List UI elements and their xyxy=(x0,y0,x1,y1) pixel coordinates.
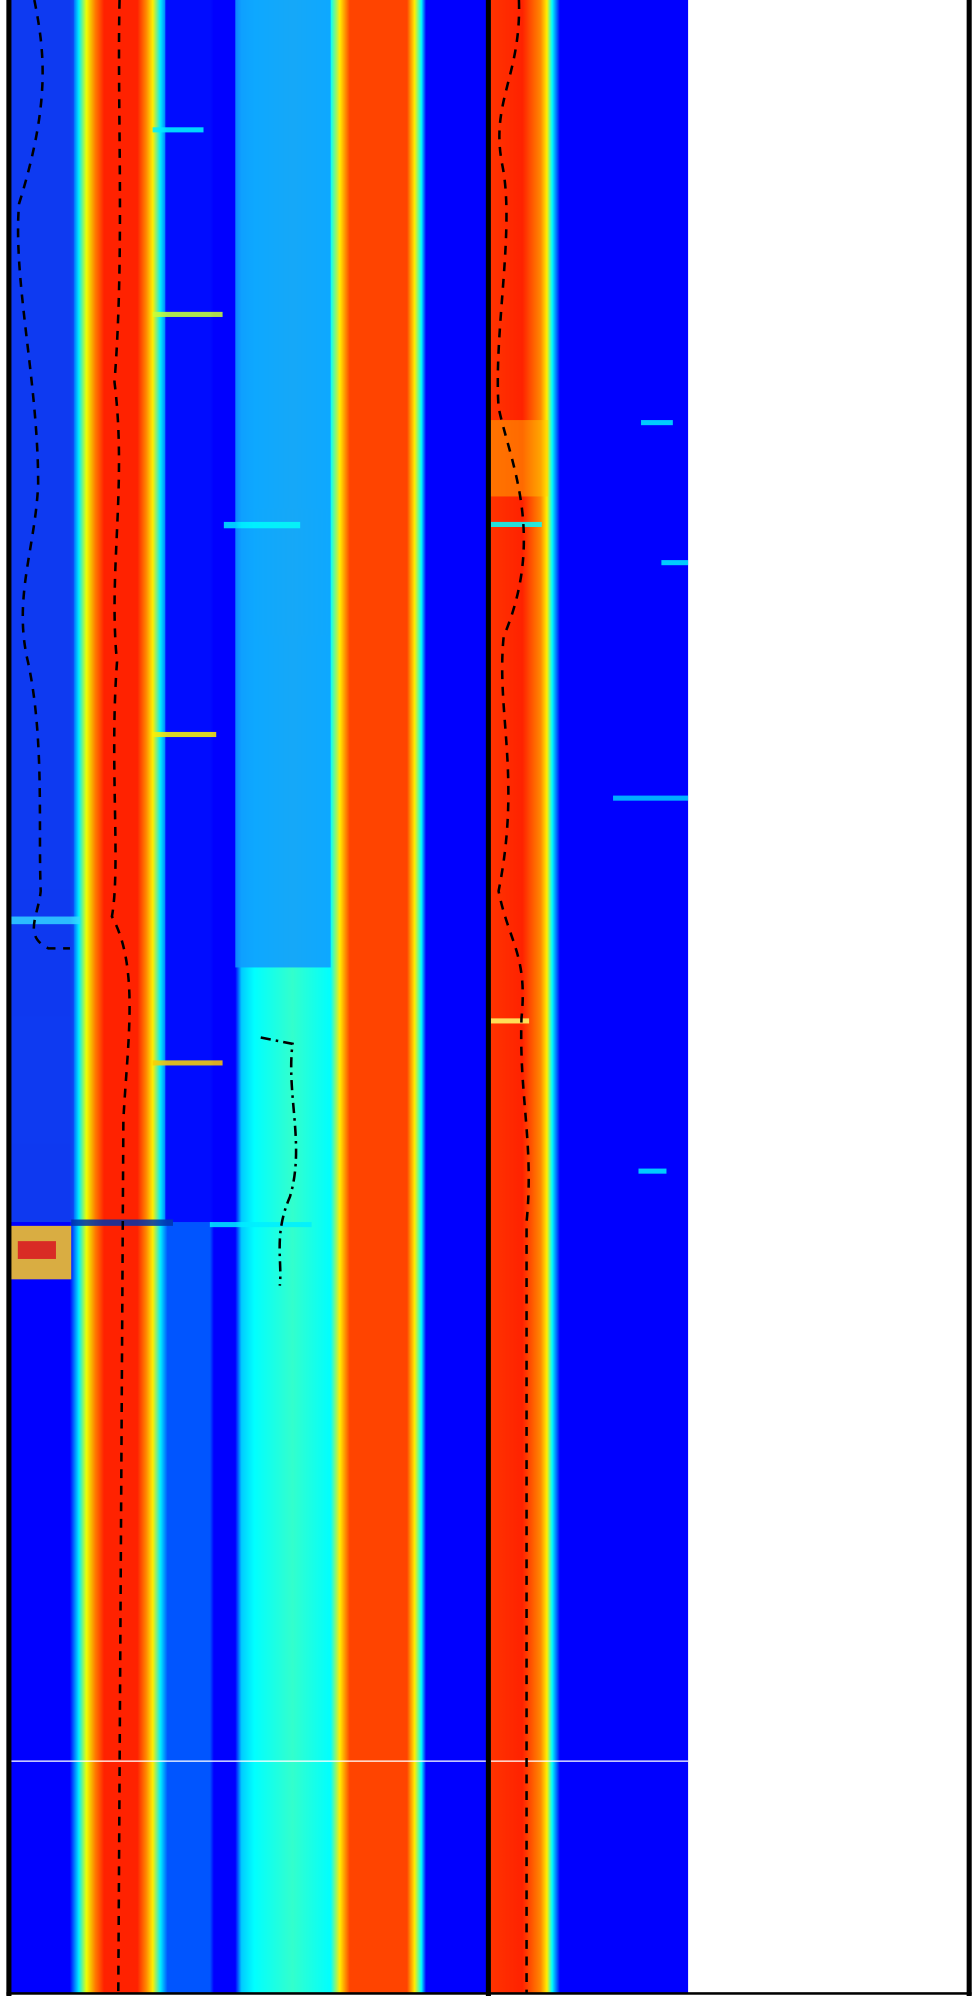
noise-region xyxy=(165,0,229,1223)
frame-bottom xyxy=(6,1992,972,1995)
streak xyxy=(490,1018,530,1024)
frame-right xyxy=(966,0,972,1996)
streak xyxy=(641,420,673,426)
trace-right xyxy=(496,0,530,1994)
streak xyxy=(209,1222,312,1228)
frame-left xyxy=(6,0,12,1996)
noise-region xyxy=(235,0,331,968)
streak xyxy=(490,521,542,528)
frame-divider xyxy=(485,0,491,1996)
streak xyxy=(152,1060,223,1066)
panel-middle xyxy=(490,0,689,1994)
streak xyxy=(223,521,301,529)
trace-lines xyxy=(16,0,530,1994)
streak xyxy=(152,311,223,317)
streak xyxy=(152,731,217,738)
streak xyxy=(152,127,204,133)
noise-region xyxy=(10,0,74,1223)
streak xyxy=(638,1168,667,1174)
noise-region xyxy=(490,420,549,497)
separator xyxy=(10,1760,689,1762)
frame xyxy=(6,0,972,1996)
streak xyxy=(661,560,689,566)
noise-streaks xyxy=(10,0,689,1280)
streak xyxy=(10,916,81,925)
streak xyxy=(613,795,689,801)
noise-block xyxy=(17,1241,56,1259)
trace-center xyxy=(110,0,131,1994)
